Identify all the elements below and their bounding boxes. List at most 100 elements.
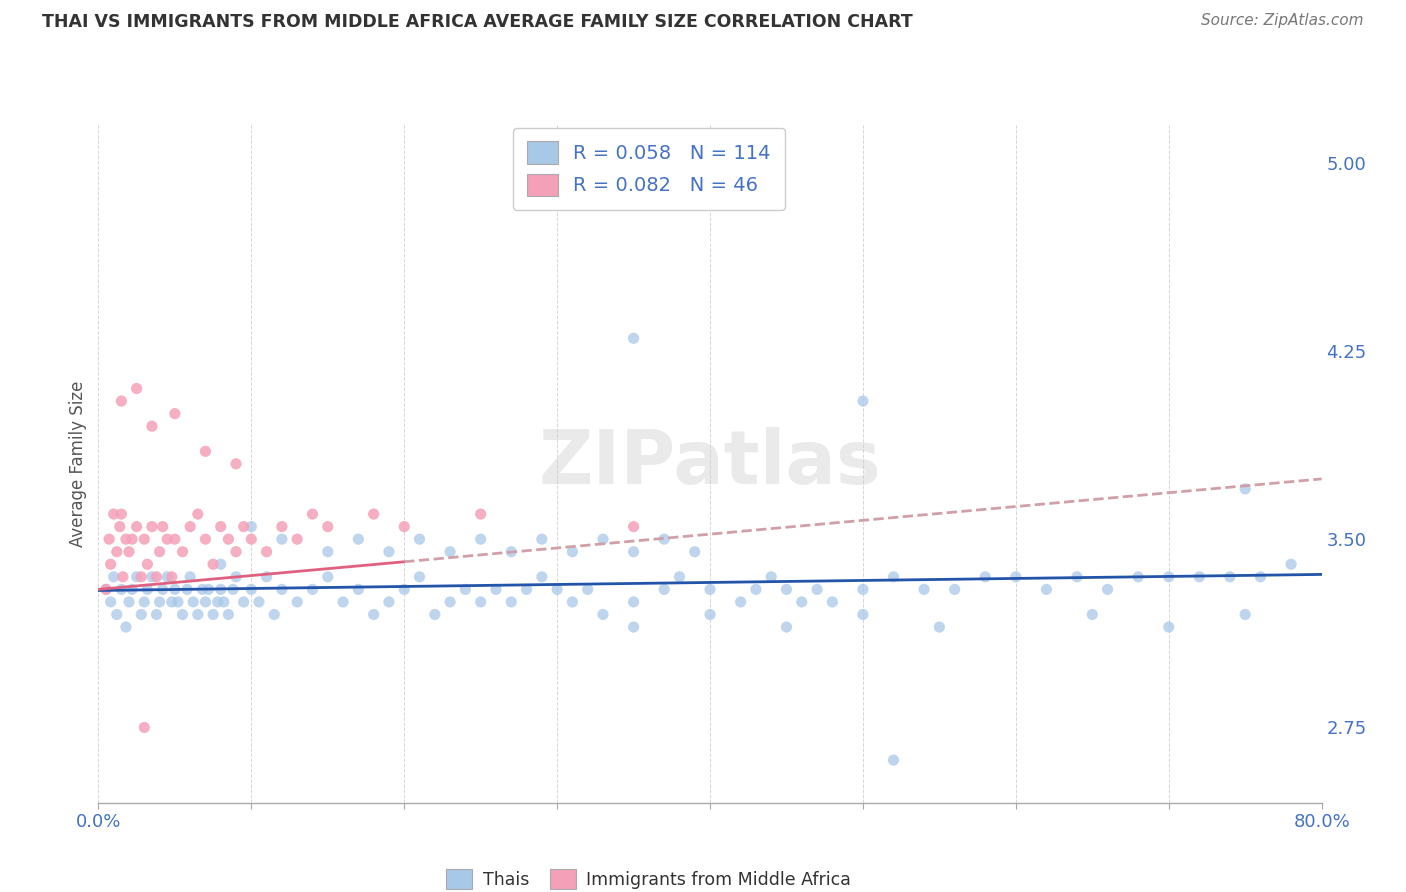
Point: [179, 519, 201, 533]
Point: [408, 570, 430, 584]
Point: [110, 582, 132, 597]
Point: [105, 607, 128, 622]
Point: [852, 607, 875, 622]
Point: [576, 582, 599, 597]
Point: [134, 721, 156, 735]
Point: [172, 607, 194, 622]
Point: [202, 558, 225, 572]
Point: [316, 545, 339, 559]
Point: [974, 570, 997, 584]
Point: [363, 507, 385, 521]
Point: [240, 519, 263, 533]
Point: [179, 570, 201, 584]
Point: [347, 582, 370, 597]
Point: [775, 582, 797, 597]
Point: [209, 582, 232, 597]
Point: [217, 532, 239, 546]
Point: [347, 532, 370, 546]
Point: [191, 582, 214, 597]
Point: [129, 607, 152, 622]
Point: [94, 582, 117, 597]
Point: [301, 582, 323, 597]
Point: [187, 507, 209, 521]
Point: [423, 607, 446, 622]
Point: [363, 607, 385, 622]
Point: [197, 582, 219, 597]
Point: [240, 532, 263, 546]
Point: [225, 570, 247, 584]
Point: [883, 570, 905, 584]
Point: [232, 519, 254, 533]
Point: [546, 582, 568, 597]
Point: [163, 407, 186, 421]
Point: [1004, 570, 1026, 584]
Point: [392, 582, 416, 597]
Point: [181, 595, 204, 609]
Point: [115, 620, 138, 634]
Point: [176, 582, 198, 597]
Point: [156, 532, 179, 546]
Point: [100, 558, 122, 572]
Point: [212, 595, 235, 609]
Point: [439, 595, 461, 609]
Point: [439, 545, 461, 559]
Point: [1157, 620, 1180, 634]
Point: [100, 595, 122, 609]
Point: [108, 519, 131, 533]
Point: [592, 607, 614, 622]
Point: [125, 570, 148, 584]
Point: [110, 507, 132, 521]
Point: [121, 532, 143, 546]
Point: [928, 620, 950, 634]
Point: [240, 582, 263, 597]
Point: [623, 331, 645, 345]
Point: [207, 595, 229, 609]
Point: [454, 582, 477, 597]
Point: [1219, 570, 1241, 584]
Point: [156, 570, 179, 584]
Point: [270, 519, 292, 533]
Point: [470, 532, 492, 546]
Point: [745, 582, 768, 597]
Point: [730, 595, 752, 609]
Point: [136, 558, 159, 572]
Point: [623, 545, 645, 559]
Point: [136, 582, 159, 597]
Point: [125, 519, 148, 533]
Point: [592, 532, 614, 546]
Point: [232, 595, 254, 609]
Point: [145, 570, 167, 584]
Point: [94, 582, 117, 597]
Point: [1157, 570, 1180, 584]
Point: [270, 582, 292, 597]
Point: [149, 545, 172, 559]
Point: [852, 582, 875, 597]
Point: [1128, 570, 1150, 584]
Point: [152, 519, 174, 533]
Point: [225, 457, 247, 471]
Point: [316, 519, 339, 533]
Point: [118, 595, 141, 609]
Point: [285, 595, 308, 609]
Point: [1066, 570, 1088, 584]
Point: [392, 519, 416, 533]
Point: [943, 582, 966, 597]
Point: [470, 507, 492, 521]
Point: [105, 545, 128, 559]
Point: [301, 507, 323, 521]
Point: [408, 532, 430, 546]
Point: [623, 595, 645, 609]
Point: [775, 620, 797, 634]
Point: [883, 753, 905, 767]
Point: [561, 545, 583, 559]
Point: [652, 582, 675, 597]
Y-axis label: Average Family Size: Average Family Size: [69, 381, 87, 547]
Point: [115, 532, 138, 546]
Point: [152, 582, 174, 597]
Point: [270, 532, 292, 546]
Point: [501, 545, 523, 559]
Point: [134, 595, 156, 609]
Legend: R = 0.058   N = 114, R = 0.082   N = 46: R = 0.058 N = 114, R = 0.082 N = 46: [513, 128, 785, 210]
Point: [501, 595, 523, 609]
Point: [103, 570, 125, 584]
